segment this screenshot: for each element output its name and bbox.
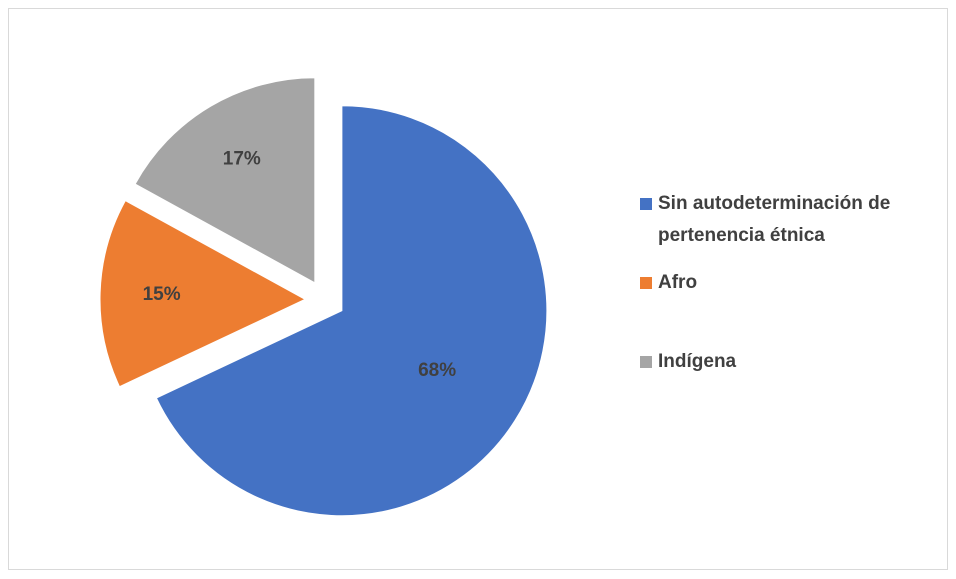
pie-slice xyxy=(134,77,316,284)
data-label: 17% xyxy=(223,148,261,169)
pie-slice xyxy=(155,105,548,517)
legend-swatch xyxy=(640,356,652,368)
legend-label: Sin autodeterminación de pertenencia étni… xyxy=(658,193,890,246)
legend-label: Afro xyxy=(658,272,697,293)
legend-swatch xyxy=(640,198,652,210)
data-label: 15% xyxy=(143,284,181,305)
data-label: 68% xyxy=(418,360,456,381)
legend-label: Indígena xyxy=(658,351,737,372)
legend-swatch xyxy=(640,277,652,289)
pie-slice xyxy=(99,199,307,388)
